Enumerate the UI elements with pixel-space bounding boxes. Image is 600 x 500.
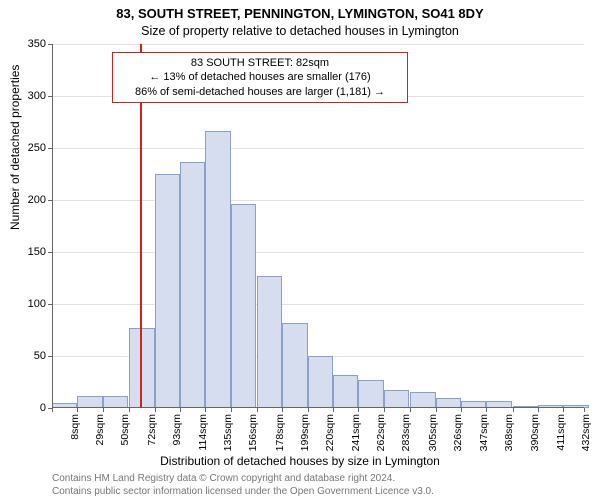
xtick-label: 283sqm: [400, 414, 412, 458]
xtick-label: 220sqm: [324, 414, 336, 458]
xtick-mark: [231, 408, 232, 412]
histogram-bar: [282, 323, 307, 408]
xtick-label: 390sqm: [529, 414, 541, 458]
ytick-label: 0: [40, 402, 46, 414]
xtick-label: 114sqm: [197, 414, 209, 458]
histogram-bar: [384, 390, 409, 408]
xtick-mark: [103, 408, 104, 412]
xtick-label: 156sqm: [247, 414, 259, 458]
histogram-bar: [231, 204, 256, 408]
gridline: [52, 148, 584, 149]
y-axis: [52, 44, 53, 408]
xtick-mark: [538, 408, 539, 412]
gridline: [52, 252, 584, 253]
gridline: [52, 44, 584, 45]
x-axis: [52, 407, 584, 408]
histogram-bar: [308, 356, 333, 408]
annotation-line2: ← 13% of detached houses are smaller (17…: [119, 70, 401, 84]
xtick-mark: [282, 408, 283, 412]
histogram-bar: [155, 174, 180, 408]
xtick-label: 411sqm: [555, 414, 567, 458]
annotation-line3: 86% of semi-detached houses are larger (…: [119, 85, 401, 99]
xtick-mark: [52, 408, 53, 412]
xtick-label: 368sqm: [503, 414, 515, 458]
xtick-mark: [461, 408, 462, 412]
xtick-mark: [563, 408, 564, 412]
ytick-label: 200: [28, 194, 46, 206]
xtick-mark: [584, 408, 585, 412]
gridline: [52, 304, 584, 305]
xtick-label: 199sqm: [299, 414, 311, 458]
xtick-label: 241sqm: [350, 414, 362, 458]
histogram-bar: [257, 276, 282, 408]
annotation-line1: 83 SOUTH STREET: 82sqm: [119, 56, 401, 70]
chart-title-line1: 83, SOUTH STREET, PENNINGTON, LYMINGTON,…: [0, 6, 600, 21]
y-axis-label: Number of detached properties: [8, 65, 22, 230]
ytick-label: 250: [28, 142, 46, 154]
xtick-label: 29sqm: [94, 414, 106, 458]
xtick-label: 178sqm: [274, 414, 286, 458]
chart-title-line2: Size of property relative to detached ho…: [0, 24, 600, 38]
gridline: [52, 200, 584, 201]
xtick-label: 72sqm: [146, 414, 158, 458]
xtick-mark: [384, 408, 385, 412]
histogram-bar: [358, 380, 383, 408]
xtick-mark: [129, 408, 130, 412]
ytick-label: 350: [28, 38, 46, 50]
footer-text: Contains HM Land Registry data © Crown c…: [52, 473, 434, 498]
ytick-label: 100: [28, 298, 46, 310]
histogram-bar: [333, 375, 358, 408]
xtick-mark: [486, 408, 487, 412]
histogram-bar: [205, 131, 230, 408]
xtick-mark: [180, 408, 181, 412]
xtick-mark: [155, 408, 156, 412]
xtick-mark: [358, 408, 359, 412]
xtick-mark: [333, 408, 334, 412]
xtick-mark: [513, 408, 514, 412]
x-axis-label: Distribution of detached houses by size …: [0, 454, 600, 468]
xtick-mark: [77, 408, 78, 412]
xtick-mark: [205, 408, 206, 412]
xtick-label: 326sqm: [452, 414, 464, 458]
xtick-mark: [410, 408, 411, 412]
histogram-bar: [410, 392, 435, 408]
xtick-mark: [257, 408, 258, 412]
histogram-bar: [180, 162, 205, 408]
xtick-label: 347sqm: [478, 414, 490, 458]
xtick-label: 262sqm: [375, 414, 387, 458]
chart-container: 83, SOUTH STREET, PENNINGTON, LYMINGTON,…: [0, 0, 600, 500]
xtick-label: 432sqm: [580, 414, 592, 458]
xtick-label: 50sqm: [119, 414, 131, 458]
annotation-box: 83 SOUTH STREET: 82sqm← 13% of detached …: [112, 52, 408, 103]
xtick-label: 135sqm: [222, 414, 234, 458]
ytick-label: 150: [28, 246, 46, 258]
xtick-label: 305sqm: [427, 414, 439, 458]
xtick-mark: [308, 408, 309, 412]
ytick-label: 300: [28, 90, 46, 102]
footer-line1: Contains HM Land Registry data © Crown c…: [52, 473, 434, 486]
xtick-label: 93sqm: [171, 414, 183, 458]
footer-line2: Contains public sector information licen…: [52, 486, 434, 499]
xtick-mark: [436, 408, 437, 412]
xtick-label: 8sqm: [69, 414, 81, 458]
ytick-label: 50: [34, 350, 46, 362]
plot-area: 0501001502002503003508sqm29sqm50sqm72sqm…: [52, 44, 584, 408]
